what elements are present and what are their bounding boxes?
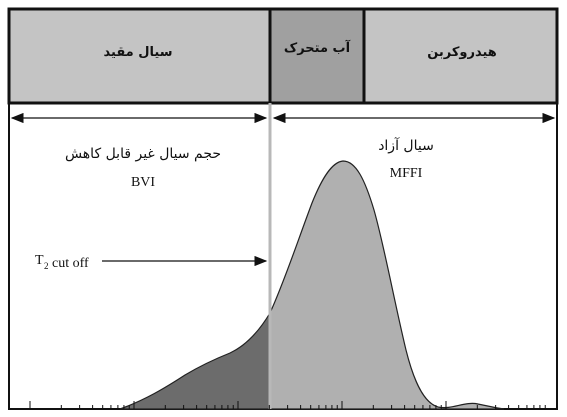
band-bound-fluid-label: سیال مقید	[104, 45, 173, 60]
mffi-area	[269, 160, 505, 410]
log-axis-ticks	[29, 401, 546, 409]
t2-label-main: T	[35, 253, 44, 268]
t2-label-sub: 2	[44, 261, 49, 271]
mffi-abbr: MFFI	[390, 166, 423, 181]
t2-label-rest: cut off	[52, 256, 89, 271]
bvi-title: حجم سیال غیر قابل کاهش	[65, 146, 221, 162]
band-movable-water	[270, 9, 364, 103]
bvi-area	[119, 310, 271, 410]
mffi-title: سیال آزاد	[378, 137, 434, 154]
t2-cutoff-label: T 2 cut off	[35, 253, 268, 271]
band-hydrocarbon-label: هیدروکربن	[427, 45, 497, 60]
band-bound-fluid	[9, 9, 270, 103]
band-hydrocarbon	[364, 9, 557, 103]
band-movable-water-label: آب متحرک	[284, 39, 351, 56]
header-bands: سیال مقید آب متحرک هیدروکربن	[7, 7, 559, 105]
bvi-abbr: BVI	[131, 175, 155, 190]
